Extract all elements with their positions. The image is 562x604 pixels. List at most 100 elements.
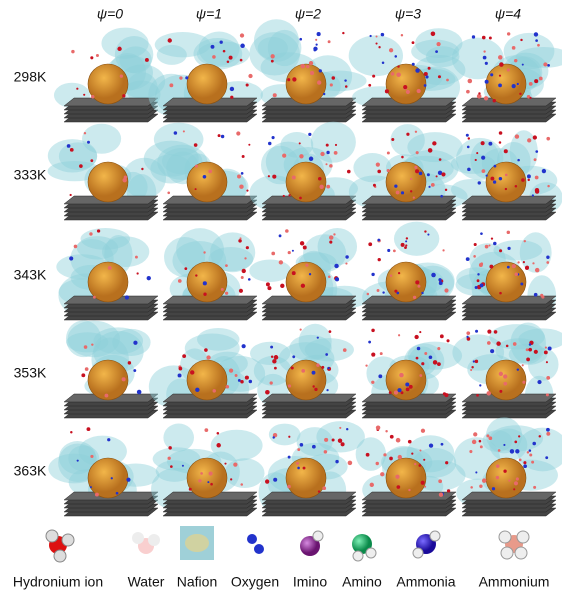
ion-dot xyxy=(337,438,343,443)
oxygen-dot xyxy=(240,43,245,49)
ion-dot xyxy=(476,152,479,155)
ion-dot xyxy=(317,490,321,493)
ion-dot xyxy=(386,169,390,173)
nafion-cloud xyxy=(289,334,332,361)
ion-dot xyxy=(527,138,532,143)
column-header: ψ=2 xyxy=(295,6,321,22)
ion-dot xyxy=(473,255,476,258)
nafion-cloud xyxy=(126,72,158,105)
ion-dot xyxy=(471,366,474,369)
row-label: 343K xyxy=(14,267,47,283)
ion-dot xyxy=(523,239,527,243)
oxygen-dot xyxy=(400,191,405,195)
oxygen-dot xyxy=(472,360,476,363)
ion-dot xyxy=(444,288,449,293)
ion-dot xyxy=(239,184,244,189)
ion-dot xyxy=(305,263,309,267)
oxygen-dot xyxy=(465,257,470,261)
ion-dot xyxy=(528,347,533,352)
ion-dot xyxy=(438,158,442,161)
ion-dot xyxy=(342,31,345,35)
ion-dot xyxy=(198,479,202,483)
oxygen-dot xyxy=(369,34,372,38)
ion-dot xyxy=(346,169,351,174)
ion-dot xyxy=(145,58,149,62)
ion-dot xyxy=(420,480,425,485)
ion-dot xyxy=(90,454,94,459)
oxygen-dot xyxy=(177,373,182,378)
oxygen-dot xyxy=(195,387,200,393)
oxygen-dot xyxy=(69,256,74,261)
oxygen-dot xyxy=(326,389,329,392)
nafion-cloud xyxy=(253,19,299,62)
ion-dot xyxy=(69,193,72,197)
nafion-cloud xyxy=(93,327,144,355)
nafion-cloud xyxy=(508,343,548,365)
ion-dot xyxy=(237,174,241,179)
ion-dot xyxy=(499,389,503,393)
oxygen-dot xyxy=(397,388,402,393)
oxygen-dot xyxy=(377,238,381,242)
oxygen-dot xyxy=(313,48,317,52)
ion-dot xyxy=(505,344,509,348)
ion-dot xyxy=(312,385,315,388)
ion-dot xyxy=(493,330,498,334)
oxygen-dot xyxy=(316,32,321,37)
ion-dot xyxy=(372,183,376,187)
ion-dot xyxy=(325,143,329,147)
ion-dot xyxy=(521,364,524,367)
ion-dot xyxy=(470,486,473,489)
ion-dot xyxy=(329,164,333,168)
ion-dot xyxy=(300,63,306,69)
ion-dot xyxy=(314,387,318,392)
ion-dot xyxy=(532,262,535,265)
ion-dot xyxy=(291,271,296,276)
oxygen-dot xyxy=(523,464,527,469)
oxygen-dot xyxy=(316,336,319,339)
oxygen-dot xyxy=(202,281,207,286)
nafion-cloud xyxy=(163,423,195,452)
oxygen-dot xyxy=(299,37,303,41)
ion-dot xyxy=(504,173,508,177)
nafion-cloud xyxy=(510,322,546,364)
ion-dot xyxy=(245,246,249,250)
oxygen-dot xyxy=(480,232,483,235)
snapshot xyxy=(143,122,258,221)
ion-dot xyxy=(518,458,522,462)
ion-dot xyxy=(541,295,545,299)
ion-dot xyxy=(92,295,96,299)
ion-dot xyxy=(513,481,519,486)
ion-dot xyxy=(299,328,302,331)
oxygen-dot xyxy=(484,61,488,65)
ion-dot xyxy=(331,438,335,442)
nafion-cloud xyxy=(298,323,332,360)
nafion-cloud xyxy=(208,246,254,272)
ion-dot xyxy=(285,229,289,233)
ion-dot xyxy=(90,56,94,60)
ion-dot xyxy=(365,364,368,367)
ion-dot xyxy=(498,55,503,60)
ion-dot xyxy=(503,149,508,154)
oxygen-dot xyxy=(76,459,79,462)
ion-dot xyxy=(436,41,441,47)
ion-dot xyxy=(265,282,270,287)
oxygen-dot xyxy=(475,471,478,474)
oxygen-dot xyxy=(532,441,537,446)
ion-dot xyxy=(389,274,393,277)
ion-dot xyxy=(322,486,327,491)
ion-dot xyxy=(490,176,495,181)
oxygen-dot xyxy=(479,384,482,387)
ion-dot xyxy=(517,261,520,264)
nanoparticle xyxy=(485,359,527,401)
nanoparticle xyxy=(186,261,228,303)
nafion-cloud xyxy=(489,425,544,452)
ion-dot xyxy=(347,460,353,466)
ion-dot xyxy=(490,237,494,240)
oxygen-dot xyxy=(506,265,510,269)
ion-dot xyxy=(81,373,86,378)
ion-dot xyxy=(432,141,437,146)
ion-dot xyxy=(476,394,479,397)
ion-dot xyxy=(534,79,539,84)
ion-dot xyxy=(483,96,489,101)
ion-dot xyxy=(83,132,87,135)
